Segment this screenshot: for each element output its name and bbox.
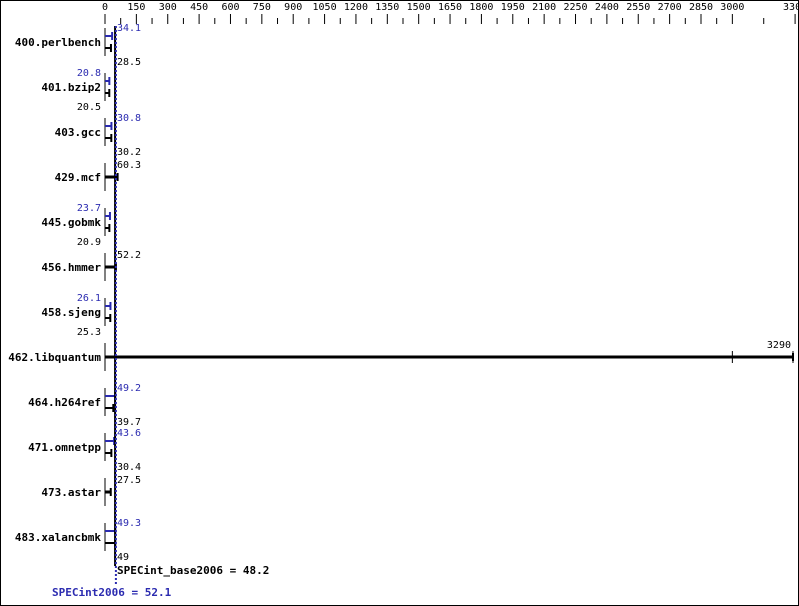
base-value-label: 49 bbox=[117, 552, 129, 563]
base-value-label: 30.2 bbox=[117, 147, 141, 158]
benchmark-row: 445.gobmk 23.7 20.9 bbox=[41, 203, 111, 248]
x-tick-label: 1650 bbox=[438, 2, 462, 13]
x-tick-label: 1050 bbox=[313, 2, 337, 13]
x-tick-label: 600 bbox=[221, 2, 239, 13]
peak-value-label: 34.1 bbox=[117, 23, 141, 34]
benchmark-label: 483.xalancbmk bbox=[15, 531, 101, 544]
benchmark-row: 458.sjeng 26.1 25.3 bbox=[41, 293, 112, 338]
x-tick-label: 1500 bbox=[407, 2, 431, 13]
base-value-label: 60.3 bbox=[117, 160, 141, 171]
base-mean-label: SPECint_base2006 = 48.2 bbox=[117, 564, 269, 577]
x-tick-label: 150 bbox=[127, 2, 145, 13]
benchmark-label: 400.perlbench bbox=[15, 36, 101, 49]
x-tick-label: 1350 bbox=[375, 2, 399, 13]
mean-lines bbox=[114, 26, 117, 586]
base-value-label: 52.2 bbox=[117, 250, 141, 261]
peak-value-label: 23.7 bbox=[77, 203, 101, 214]
x-tick-label: 1950 bbox=[501, 2, 525, 13]
x-tick-label: 450 bbox=[190, 2, 208, 13]
benchmark-label: 401.bzip2 bbox=[41, 81, 101, 94]
benchmark-label: 429.mcf bbox=[55, 171, 101, 184]
benchmark-row: 401.bzip2 20.8 20.5 bbox=[41, 68, 111, 113]
x-axis: 0 150 300 450 600 750 900 1050 1200 1350 1500 1650 1… bbox=[102, 2, 799, 24]
peak-value-label: 49.2 bbox=[117, 383, 141, 394]
base-value-label: 25.3 bbox=[77, 327, 101, 338]
benchmark-label: 403.gcc bbox=[55, 126, 101, 139]
base-value-label: 39.7 bbox=[117, 417, 141, 428]
base-value-label: 20.9 bbox=[77, 237, 101, 248]
benchmark-row: 462.libquantum 3290 bbox=[8, 340, 794, 371]
benchmark-label: 471.omnetpp bbox=[28, 441, 101, 454]
benchmark-label: 462.libquantum bbox=[8, 351, 101, 364]
base-value-label: 30.4 bbox=[117, 462, 141, 473]
peak-mean-label: SPECint2006 = 52.1 bbox=[52, 586, 172, 599]
x-tick-label: 2550 bbox=[626, 2, 650, 13]
x-tick-label: 2100 bbox=[532, 2, 556, 13]
benchmark-row: 403.gcc 30.8 30.2 bbox=[55, 113, 141, 158]
benchmark-row: 400.perlbench 34.1 28.5 bbox=[15, 23, 141, 68]
peak-value-label: 30.8 bbox=[117, 113, 141, 124]
peak-value-label: 20.8 bbox=[77, 68, 101, 79]
x-tick-label: 750 bbox=[253, 2, 271, 13]
x-tick-label: 2850 bbox=[689, 2, 713, 13]
x-tick-label: 1800 bbox=[469, 2, 493, 13]
benchmark-row: 473.astar 27.5 bbox=[41, 475, 141, 506]
x-tick-label: 300 bbox=[159, 2, 177, 13]
base-value-label: 28.5 bbox=[117, 57, 141, 68]
benchmark-label: 473.astar bbox=[41, 486, 101, 499]
benchmark-rows: 400.perlbench34.128.5401.bzip220.820.540… bbox=[8, 23, 794, 563]
x-tick-label: 2700 bbox=[658, 2, 682, 13]
x-tick-label: 3300 bbox=[783, 2, 799, 13]
base-value-label: 27.5 bbox=[117, 475, 141, 486]
benchmark-row: 429.mcf 60.3 bbox=[55, 160, 141, 191]
benchmark-label: 464.h264ref bbox=[28, 396, 101, 409]
benchmark-label: 456.hmmer bbox=[41, 261, 101, 274]
peak-value-label: 49.3 bbox=[117, 518, 141, 529]
x-tick-label: 2250 bbox=[563, 2, 587, 13]
base-value-label: 20.5 bbox=[77, 102, 101, 113]
peak-value-label: 26.1 bbox=[77, 293, 101, 304]
benchmark-label: 445.gobmk bbox=[41, 216, 101, 229]
benchmark-row: 483.xalancbmk 49.3 49 bbox=[15, 518, 141, 563]
benchmark-label: 458.sjeng bbox=[41, 306, 101, 319]
x-tick-label: 3000 bbox=[720, 2, 744, 13]
base-value-label: 3290 bbox=[767, 340, 791, 351]
peak-value-label: 43.6 bbox=[117, 428, 141, 439]
x-tick-label: 0 bbox=[102, 2, 108, 13]
x-tick-label: 900 bbox=[284, 2, 302, 13]
x-tick-label: 2400 bbox=[595, 2, 619, 13]
x-tick-label: 1200 bbox=[344, 2, 368, 13]
